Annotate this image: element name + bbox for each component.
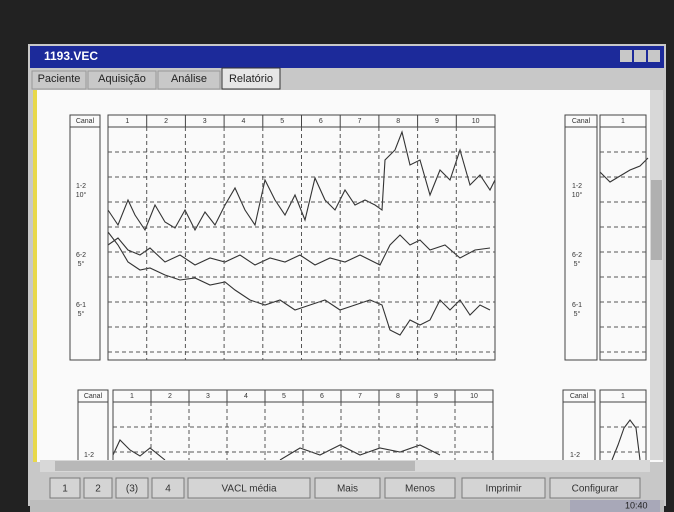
channel-header: Canal: [76, 118, 95, 125]
column-header: 7: [358, 118, 362, 125]
tab-label[interactable]: Aquisição: [98, 73, 146, 85]
button-label[interactable]: Imprimir: [485, 484, 522, 495]
channel-name: 6-1: [76, 302, 86, 309]
vertical-scrollbar[interactable]: [650, 90, 663, 460]
tab-label[interactable]: Paciente: [38, 73, 81, 85]
channel-gain: 10°: [572, 191, 583, 199]
column-header: 1: [621, 118, 625, 125]
channel-header: Canal: [572, 118, 591, 125]
column-header: 4: [241, 118, 245, 125]
content-area: [33, 90, 663, 462]
channel-gain: 5°: [78, 260, 85, 268]
channel-name: 6-2: [76, 252, 86, 259]
button-label[interactable]: 2: [95, 484, 101, 495]
column-header: 6: [319, 118, 323, 125]
button-label[interactable]: Configurar: [572, 484, 619, 495]
button-label[interactable]: Menos: [405, 484, 435, 495]
channel-name: 1-2: [570, 452, 580, 459]
buttons: 1 2 (3) 4 VACL média Mais Menos Imprimir Configu…: [50, 478, 640, 498]
column-header: 4: [244, 393, 248, 400]
channel-gain: 5°: [78, 310, 85, 318]
channel-name: 1-2: [572, 183, 582, 190]
tab-label[interactable]: Relatório: [229, 73, 273, 85]
column-header: 1: [130, 393, 134, 400]
column-header: 5: [282, 393, 286, 400]
close-button[interactable]: [648, 50, 660, 62]
tabs: Paciente Aquisição Análise Relatório: [32, 68, 280, 89]
column-header: 10: [472, 118, 480, 125]
channel-header: Canal: [84, 393, 103, 400]
column-header: 9: [435, 118, 439, 125]
window-title: 1193.VEC: [44, 49, 98, 63]
taskbar: [30, 500, 664, 512]
scroll-thumb[interactable]: [651, 180, 662, 260]
channel-name: 6-1: [572, 302, 582, 309]
window-controls: [620, 50, 660, 62]
channel-name: 1-2: [76, 183, 86, 190]
button-label[interactable]: 4: [165, 484, 171, 495]
button-label[interactable]: Mais: [337, 484, 358, 495]
column-header: 3: [203, 118, 207, 125]
channel-name: 1-2: [84, 452, 94, 459]
column-header: 6: [320, 393, 324, 400]
column-header: 3: [206, 393, 210, 400]
column-header: 1: [621, 393, 625, 400]
column-header: 5: [280, 118, 284, 125]
column-header: 9: [434, 393, 438, 400]
clock: 10:40: [625, 500, 648, 510]
title-bar: [30, 46, 664, 68]
tab-label[interactable]: Análise: [171, 73, 207, 85]
column-header: 2: [168, 393, 172, 400]
channel-gain: 5°: [574, 260, 581, 268]
column-header: 8: [396, 118, 400, 125]
column-header: 10: [470, 393, 478, 400]
channel-gain: 5°: [574, 310, 581, 318]
column-header: 2: [164, 118, 168, 125]
button-label[interactable]: (3): [126, 484, 138, 495]
maximize-button[interactable]: [634, 50, 646, 62]
button-label[interactable]: VACL média: [221, 484, 276, 495]
column-header: 7: [358, 393, 362, 400]
channel-name: 6-2: [572, 252, 582, 259]
screen-photo: 1193.VEC Paciente Aquisição Análise Relatór…: [0, 0, 674, 512]
channel-header: Canal: [570, 393, 589, 400]
button-label[interactable]: 1: [62, 484, 68, 495]
left-stripe: [33, 90, 37, 462]
column-header: 1: [125, 118, 129, 125]
column-header: 8: [396, 393, 400, 400]
minimize-button[interactable]: [620, 50, 632, 62]
horizontal-scroll-thumb[interactable]: [55, 461, 415, 471]
channel-gain: 10°: [76, 191, 87, 199]
